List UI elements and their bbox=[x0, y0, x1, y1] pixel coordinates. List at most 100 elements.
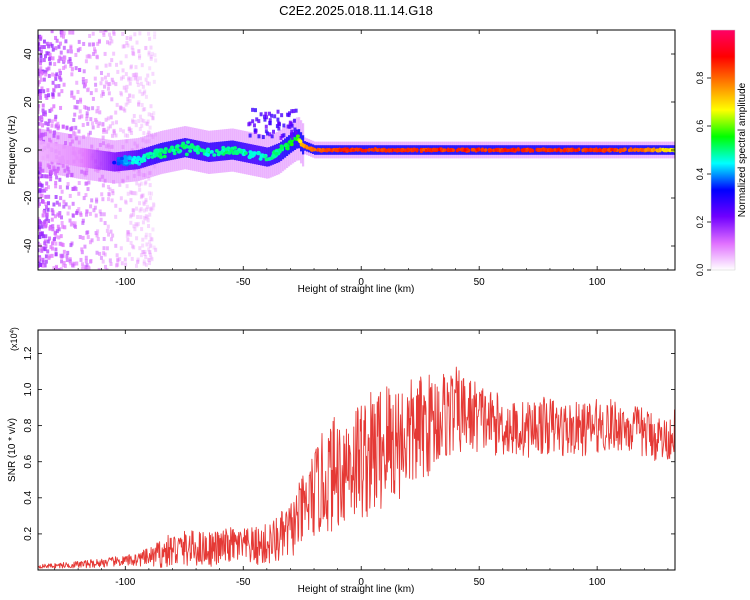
heatmap-noise-cell bbox=[66, 211, 70, 216]
heatmap-noise-cell bbox=[141, 173, 145, 178]
heatmap-band-cell bbox=[98, 150, 101, 170]
heatmap-noise-cell bbox=[46, 239, 50, 244]
heatmap-noise-cell bbox=[114, 243, 118, 248]
heatmap-noise-cell bbox=[69, 243, 73, 248]
heatmap-noise-cell bbox=[104, 264, 108, 269]
heatmap-noise-cell bbox=[151, 134, 155, 139]
heatmap-noise-cell bbox=[142, 208, 146, 213]
heatmap-noise-cell bbox=[111, 188, 115, 193]
heatmap-noise-cell bbox=[106, 116, 110, 121]
heatmap-noise-cell bbox=[38, 167, 42, 172]
heatmap-ridge-point bbox=[146, 154, 151, 159]
heatmap-noise-cell bbox=[49, 139, 53, 144]
heatmap-noise-cell bbox=[58, 241, 62, 246]
heatmap-noise-cell bbox=[110, 97, 114, 102]
heatmap-noise-cell bbox=[96, 237, 100, 242]
heatmap-noise-cell bbox=[109, 36, 113, 41]
heatmap-noise-cell bbox=[125, 41, 129, 46]
heatmap-noise-cell bbox=[38, 203, 40, 208]
heatmap-noise-cell bbox=[129, 240, 133, 245]
heatmap-noise-cell bbox=[110, 198, 114, 203]
heatmap-noise-cell bbox=[112, 179, 116, 184]
heatmap-y-ticks: -40 -20 0 20 40 bbox=[23, 48, 675, 253]
heatmap-noise-cell bbox=[121, 75, 125, 80]
colorbar: 0.0 0.2 0.4 0.6 0.8 Normalized spectral ampl… bbox=[695, 29, 748, 276]
heatmap-noise-cell bbox=[93, 47, 97, 52]
heatmap-ridge-point bbox=[419, 148, 423, 153]
heatmap-noise-cell bbox=[119, 246, 123, 251]
heatmap-noise-cell bbox=[142, 259, 146, 264]
heatmap-noise-cell bbox=[45, 181, 49, 186]
heatmap-noise-cell bbox=[38, 57, 40, 62]
heatmap-noise-cell bbox=[44, 186, 48, 191]
heatmap-ridge-point bbox=[345, 148, 349, 153]
heatmap-noise-cell bbox=[59, 33, 63, 38]
heatmap-noise-cell bbox=[125, 233, 129, 238]
heatmap-noise-cell bbox=[132, 224, 136, 229]
heatmap-ridge-point bbox=[172, 151, 177, 156]
heatmap-noise-cell bbox=[132, 208, 136, 213]
heatmap-noise-cell bbox=[130, 213, 134, 218]
heatmap-noise-cell bbox=[125, 184, 129, 189]
heatmap-band-cell bbox=[80, 147, 83, 168]
heatmap-noise-cell bbox=[104, 63, 108, 68]
snr-x-axis-label: Height of straight line (km) bbox=[298, 584, 415, 595]
heatmap-band-cell bbox=[44, 141, 47, 161]
heatmap-band-cell bbox=[50, 142, 53, 162]
heatmap-noise-cell bbox=[146, 132, 150, 137]
heatmap-noise-cell bbox=[134, 65, 138, 70]
heatmap-noise-cell bbox=[38, 106, 40, 111]
heatmap-noise-cell bbox=[67, 170, 71, 175]
heatmap-noise-cell bbox=[57, 59, 61, 64]
heatmap-noise-cell bbox=[116, 258, 120, 263]
heatmap-ridge-point bbox=[280, 145, 285, 150]
heatmap-noise-cell bbox=[44, 72, 48, 77]
heatmap-noise-cell bbox=[150, 113, 154, 118]
heatmap-ridge-point bbox=[243, 151, 248, 155]
heatmap-noise-cell bbox=[87, 53, 91, 58]
heatmap-noise-cell bbox=[63, 225, 67, 230]
heatmap-noise-cell bbox=[47, 57, 51, 62]
heatmap-noise-cell bbox=[68, 142, 72, 147]
heatmap-ridge-point bbox=[158, 152, 163, 157]
heatmap-noise-cell bbox=[53, 230, 57, 235]
heatmap-noise-cell bbox=[141, 84, 145, 89]
heatmap-noise-cell bbox=[146, 73, 150, 78]
heatmap-noise-cell bbox=[44, 194, 48, 199]
heatmap-noise-cell bbox=[121, 178, 125, 183]
heatmap-noise-cell bbox=[50, 43, 54, 48]
heatmap-x-ticks: -100 -50 0 50 100 bbox=[54, 30, 669, 288]
heatmap-noise-cell bbox=[45, 95, 49, 100]
heatmap-band-cell bbox=[454, 145, 457, 155]
heatmap-noise-cell bbox=[87, 132, 91, 137]
heatmap-noise-cell bbox=[62, 45, 66, 50]
heatmap-noise-cell bbox=[99, 30, 103, 33]
heatmap-ridge-point bbox=[170, 145, 175, 150]
heatmap-noise-cell bbox=[78, 67, 82, 72]
heatmap-noise-cell bbox=[68, 193, 72, 198]
snr-y-ticks: 0.2 0.4 0.6 0.8 1.0 1.2 bbox=[23, 346, 675, 541]
heatmap-excursion-cell bbox=[265, 115, 269, 120]
heatmap-noise-cell bbox=[119, 76, 123, 81]
heatmap-noise-cell bbox=[100, 174, 104, 179]
heatmap-noise-cell bbox=[123, 199, 127, 204]
heatmap-noise-cell bbox=[82, 41, 86, 46]
heatmap-noise-cell bbox=[71, 221, 75, 226]
heatmap-noise-cell bbox=[132, 72, 136, 77]
heatmap-noise-cell bbox=[148, 196, 152, 201]
heatmap-noise-cell bbox=[152, 79, 156, 84]
heatmap-noise-cell bbox=[121, 31, 125, 36]
heatmap-noise-cell bbox=[48, 129, 52, 134]
heatmap-noise-cell bbox=[85, 113, 89, 118]
heatmap-ridge-point bbox=[204, 152, 209, 157]
heatmap-noise-cell bbox=[145, 207, 149, 212]
heatmap-noise-cell bbox=[51, 224, 55, 229]
heatmap-excursion-cell bbox=[253, 108, 257, 113]
heatmap-noise-cell bbox=[70, 93, 74, 98]
heatmap-noise-cell bbox=[52, 167, 56, 172]
heatmap-noise-cell bbox=[38, 117, 41, 122]
heatmap-ridge-point bbox=[550, 148, 554, 153]
heatmap-noise-cell bbox=[50, 107, 54, 112]
heatmap-noise-cell bbox=[59, 196, 63, 201]
heatmap-noise-cell bbox=[67, 59, 71, 64]
